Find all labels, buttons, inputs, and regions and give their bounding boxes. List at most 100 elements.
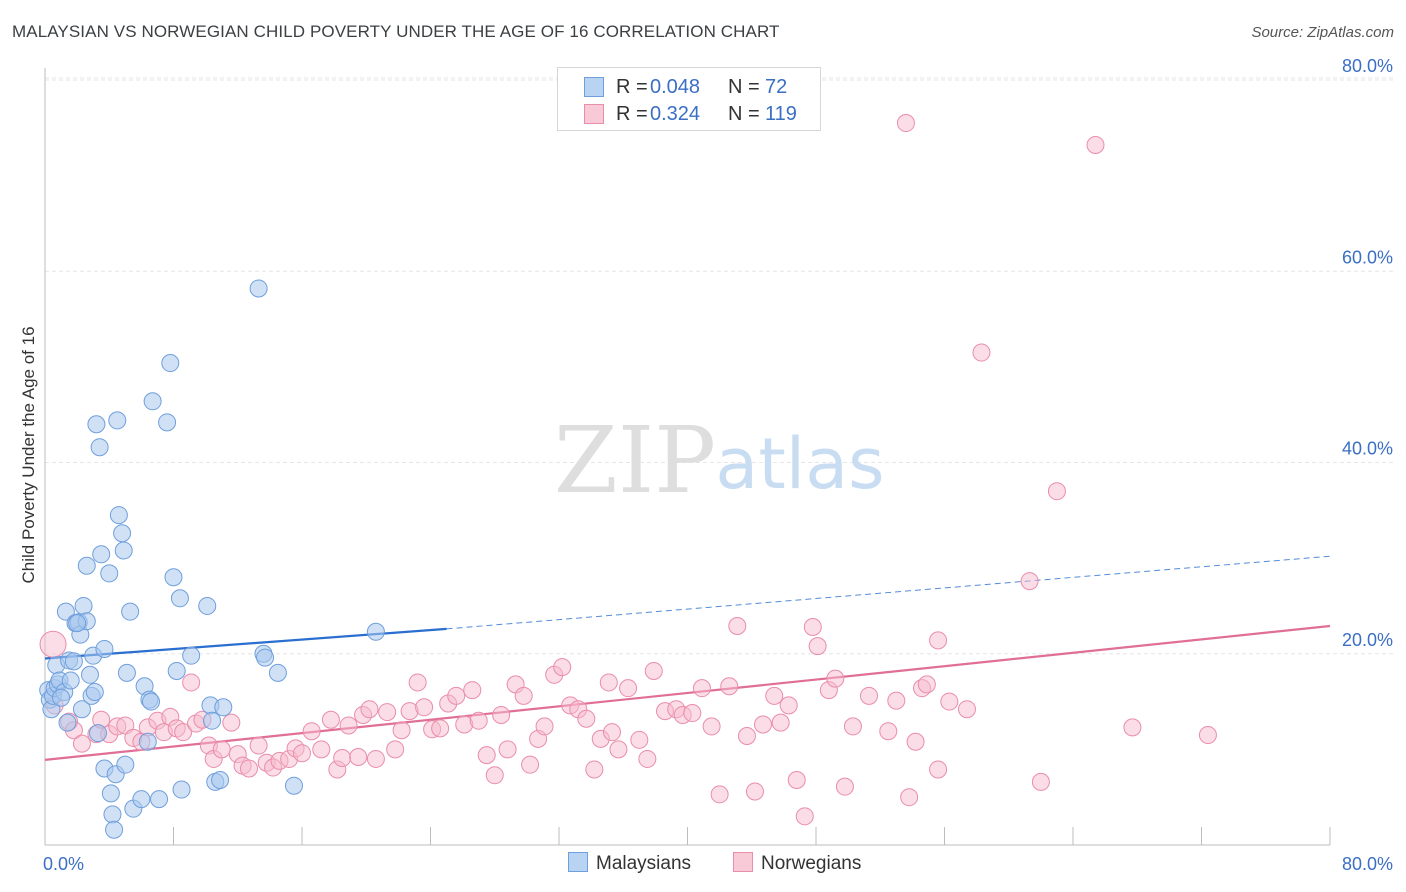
legend-swatch-blue [584,77,604,97]
malaysian-point [211,770,230,789]
legend-n-value: 119 [765,103,797,125]
norwegian-point [940,692,959,711]
norwegian-point [321,710,340,729]
norwegian-point [535,717,554,736]
y-tick-label: 80.0% [1342,56,1393,76]
norwegian-point [737,726,756,745]
malaysian-point [366,622,385,641]
norwegian-point [644,661,663,680]
malaysian-point [61,671,80,690]
norwegian-point [386,740,405,759]
malaysian-point [161,354,180,373]
norwegian-point [553,658,572,677]
norwegian-point [745,782,764,801]
malaysian-point [132,790,151,809]
norwegian-point [720,677,739,696]
malaysian-point [89,724,108,743]
norwegian-point [728,617,747,636]
norwegian-point [577,709,596,728]
malaysian-point [143,392,162,411]
malaysian-point [85,683,104,701]
norwegian-point [312,740,331,759]
norwegian-point [349,748,368,767]
norwegian-point [957,700,976,719]
malaysian-point [113,524,132,543]
norwegian-point [779,696,798,715]
norwegian-point [879,722,898,741]
malaysian-point [172,780,191,799]
legend-r-value: 0.048 [650,76,701,98]
malaysian-point [150,790,169,809]
norwegian-point [378,703,397,722]
malaysian-point [64,652,83,671]
norwegians-points [39,114,1217,826]
norwegian-point [843,717,862,736]
norwegian-point [1123,718,1142,737]
norwegian-point [415,698,434,717]
bottom-legend-malaysians: Malaysians [568,852,691,875]
norwegian-point [795,807,814,826]
malaysian-point [116,755,135,774]
correlation-legend: R = 0.048 N = 72 R = 0.324 N = 119 [557,67,821,131]
norwegian-point [803,617,822,636]
norwegian-point [492,705,511,724]
watermark: ZIP atlas [554,407,885,514]
norwegian-point [906,732,925,751]
malaysian-point [92,545,111,564]
norwegian-point [469,711,488,730]
malaysian-point [164,568,183,587]
norwegian-point [826,669,845,688]
norwegian-point [447,686,466,705]
norwegian-point [683,704,702,723]
bottom-legend-norwegians: Norwegians [733,852,861,875]
norwegian-point [239,759,258,778]
legend-row-malaysians: R = 0.048 N = 72 [558,74,820,100]
norwegian-point [39,630,67,658]
malaysian-point [256,648,275,667]
norwegians-trend-line [44,624,1331,761]
norwegian-point [498,740,517,759]
malaysian-point [56,602,75,621]
norwegian-point [603,723,622,742]
norwegian-point [1086,136,1105,155]
malaysian-point [109,506,128,525]
malaysian-point [108,411,127,430]
norwegian-point [929,631,948,650]
norwegian-point [599,673,618,692]
malaysian-point [58,713,77,732]
malaysian-point [138,732,157,751]
norwegian-point [896,114,915,133]
norwegian-point [753,715,772,734]
norwegian-point [392,721,411,740]
legend-n-label: N = [728,103,760,125]
norwegian-point [900,788,919,807]
malaysian-point [77,556,96,575]
norwegian-point [835,777,854,796]
norwegian-point [72,734,91,753]
malaysian-point [114,541,133,560]
norwegian-point [1031,772,1050,791]
norwegian-point [360,700,379,719]
norwegian-point [1020,572,1039,591]
norwegian-point [630,730,649,749]
malaysian-point [80,665,99,684]
malaysian-point [117,663,136,682]
norwegian-point [917,675,936,694]
bottom-legend-swatch-blue [568,852,588,872]
norwegian-point [609,740,628,759]
norwegian-point [702,717,721,736]
malaysian-point [142,692,161,711]
bottom-legend-label-malaysians: Malaysians [596,853,692,874]
malaysian-point [72,700,91,719]
norwegian-point [293,744,311,763]
malaysian-point [52,688,71,707]
norwegian-point [174,723,193,742]
norwegian-point [771,713,790,732]
norwegian-point [431,719,450,738]
norwegian-point [249,736,268,755]
norwegian-point [514,686,533,705]
malaysians-points [39,279,385,839]
malaysian-point [105,820,124,839]
malaysian-point [90,438,109,457]
